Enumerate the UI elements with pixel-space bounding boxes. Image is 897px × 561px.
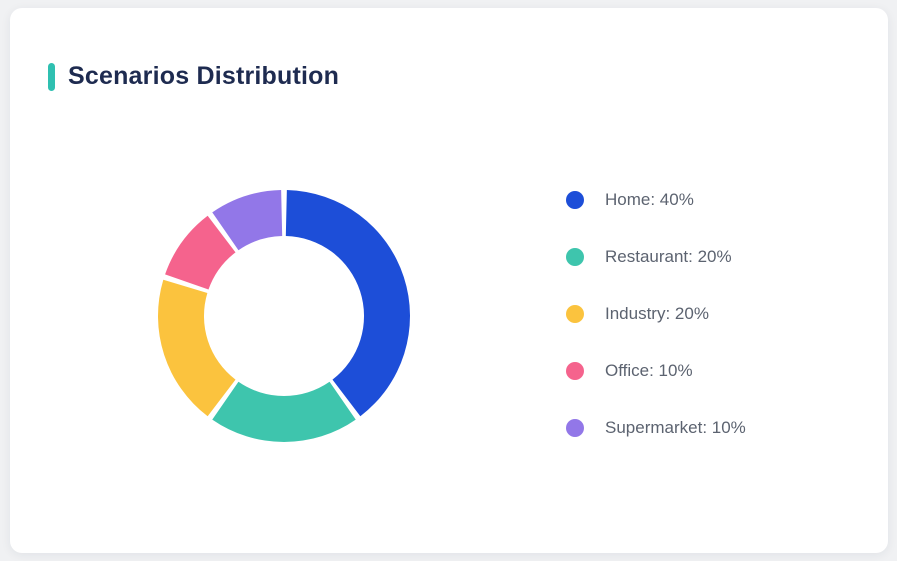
legend-color-dot <box>566 305 584 323</box>
donut-slice-industry[interactable] <box>157 279 236 417</box>
donut-slice-office[interactable] <box>165 215 236 290</box>
legend-item-restaurant[interactable]: Restaurant: 20% <box>566 246 746 268</box>
legend-color-dot <box>566 191 584 209</box>
legend-color-dot <box>566 362 584 380</box>
legend-item-supermarket[interactable]: Supermarket: 10% <box>566 417 746 439</box>
donut-slice-supermarket[interactable] <box>212 190 283 251</box>
title-accent-bar <box>48 62 55 91</box>
legend-label: Supermarket: 10% <box>605 418 746 437</box>
donut-slice-home[interactable] <box>285 190 410 417</box>
donut-slice-restaurant[interactable] <box>212 381 356 443</box>
legend-label: Industry: 20% <box>605 304 709 323</box>
legend-label: Restaurant: 20% <box>605 247 732 266</box>
legend-color-dot <box>566 248 584 266</box>
card-header: Scenarios Distribution <box>48 62 339 91</box>
legend-label: Office: 10% <box>605 361 693 380</box>
chart-legend: Home: 40% Restaurant: 20% Industry: 20% Off… <box>566 189 746 439</box>
legend-item-industry[interactable]: Industry: 20% <box>566 303 746 325</box>
legend-color-dot <box>566 419 584 437</box>
donut-chart[interactable] <box>154 186 414 446</box>
page-title: Scenarios Distribution <box>68 62 340 90</box>
scenarios-distribution-card: Scenarios Distribution Home: 40% Restaura… <box>10 8 888 553</box>
legend-item-home[interactable]: Home: 40% <box>566 189 746 211</box>
legend-item-office[interactable]: Office: 10% <box>566 360 746 382</box>
legend-label: Home: 40% <box>605 190 694 209</box>
